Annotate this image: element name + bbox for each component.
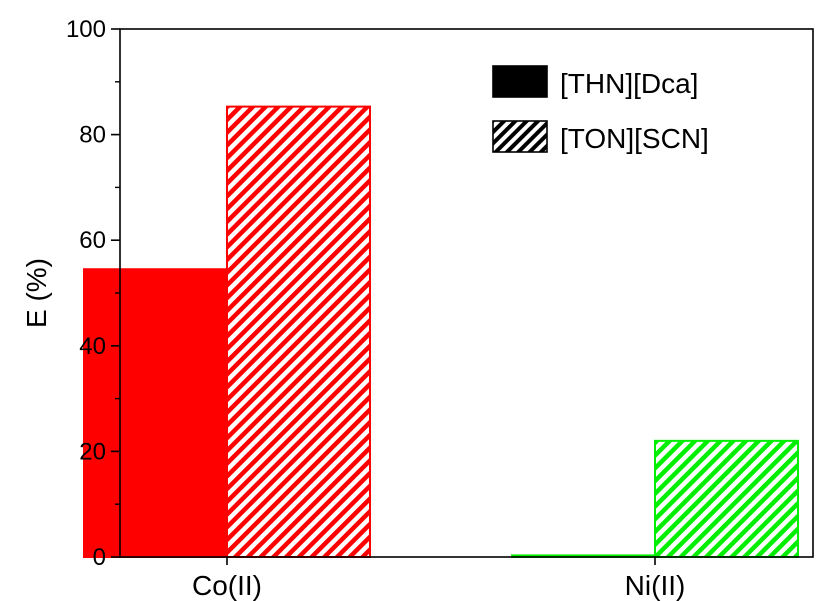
bar-thn-dca-co — [83, 268, 228, 558]
y-axis-title: E (%) — [21, 258, 52, 328]
y-axis: 0 20 40 60 80 100 — [66, 16, 120, 571]
y-tick-label: 100 — [66, 16, 106, 43]
y-tick-label: 0 — [93, 544, 106, 571]
legend-swatch — [492, 65, 548, 98]
bar-ton-scn-co — [226, 105, 371, 558]
legend-swatch — [492, 120, 548, 153]
legend-label: [TON][SCN] — [560, 123, 709, 154]
y-tick-label: 20 — [79, 438, 106, 465]
x-tick-label: Ni(II) — [625, 570, 686, 601]
bar-ton-scn-ni — [654, 439, 799, 558]
y-tick-label: 60 — [79, 227, 106, 254]
bars-group — [83, 105, 799, 559]
legend: [THN][Dca] [TON][SCN] — [492, 65, 709, 154]
x-axis: Co(II) Ni(II) — [192, 557, 685, 601]
y-tick-label: 80 — [79, 122, 106, 149]
x-tick-label: Co(II) — [192, 570, 262, 601]
legend-label: [THN][Dca] — [560, 68, 698, 99]
y-tick-label: 40 — [79, 333, 106, 360]
